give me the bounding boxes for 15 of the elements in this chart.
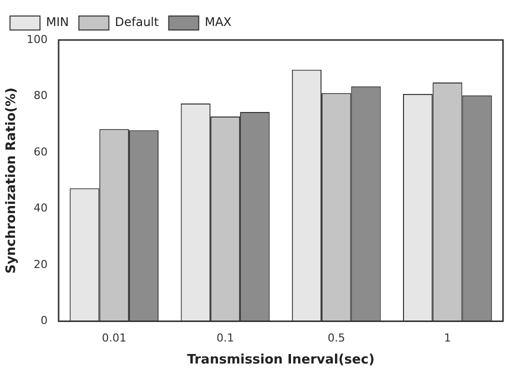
legend-label: MIN <box>46 15 69 30</box>
y-tick-label: 60 <box>34 145 48 158</box>
y-tick-label: 40 <box>34 202 48 215</box>
x-tick-label: 0.1 <box>216 332 234 345</box>
x-tick-label: 0.01 <box>102 332 126 345</box>
x-axis-title: Transmission Inerval(sec) <box>187 352 375 368</box>
legend-label: MAX <box>204 15 232 30</box>
y-tick-label: 0 <box>40 314 48 328</box>
y-tick-label: 100 <box>26 32 48 46</box>
legend-label: Default <box>114 15 160 30</box>
x-tick-label: 1 <box>444 332 451 345</box>
x-tick-label: 0.5 <box>328 332 346 345</box>
y-axis-title: Synchronization Ratio(%) <box>4 88 20 274</box>
y-tick-label: 20 <box>34 258 48 271</box>
y-tick-label: 80 <box>34 89 48 102</box>
